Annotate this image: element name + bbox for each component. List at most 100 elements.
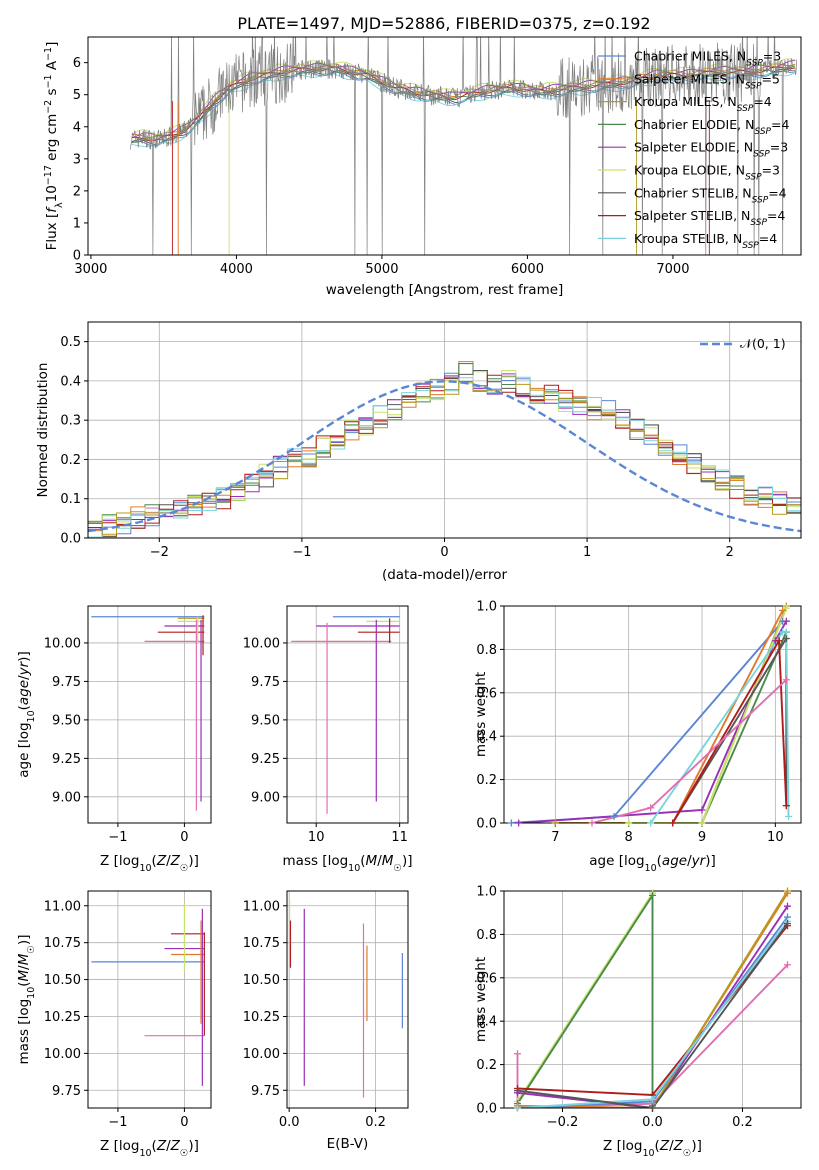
mass-weight-marker [782, 802, 790, 810]
spectrum-xtick-label: 4000 [220, 262, 253, 277]
spectrum-ytick-label: 0 [73, 249, 81, 264]
residuals-xtick-label: −2 [150, 545, 169, 560]
residuals-axes: −2 −1 0 1 2 0.0 0.1 0.2 0.3 0.4 0.5 𝒩(0, 1) (data-mo… [35, 321, 802, 583]
residuals-ytick-label: 0.1 [60, 492, 81, 507]
mass-vs-EBV-plot-area [288, 898, 403, 1098]
age-vs-mass-ytick-label: 10.00 [243, 636, 280, 651]
mass-ebv-xlabel: E(B-V) [327, 1136, 369, 1152]
mass-weight-vs-age-ytick-label: 0.6 [476, 686, 497, 701]
legend-entry: Chabrier STELIB, NSSP=4 [634, 185, 787, 205]
spectrum-xtick-label: 7000 [656, 262, 689, 277]
residuals-xtick-label: 2 [726, 545, 734, 560]
mass-vs-EBV-xtick-label: 0.0 [279, 1115, 300, 1130]
spectrum-title: PLATE=1497, MJD=52886, FIBERID=0375, z=0… [237, 14, 650, 33]
mass-vs-EBV-ytick-label: 10.50 [243, 973, 280, 988]
age-vs-Z-plot-area [91, 615, 205, 811]
legend-entry: Chabrier MILES, NSSP=3 [634, 49, 781, 69]
mass-weight-vs-Z-ytick-label: 0.4 [476, 1015, 497, 1030]
age-vs-Z-ytick-label: 9.50 [52, 713, 81, 728]
mass-weight-marker [784, 902, 791, 910]
mass-vs-Z-frame [87, 890, 212, 1109]
mass-weight-vs-age-ytick-label: 0.4 [476, 730, 497, 745]
mass-vs-EBV-ytick-label: 11.00 [243, 899, 280, 914]
mass-vs-Z-ytick-label: 10.25 [44, 1010, 81, 1025]
mw-z-xlabel: Z [log10(Z/Z☉)] [603, 1138, 702, 1159]
mass-weight-line [517, 891, 789, 1108]
mass-weight-marker [782, 628, 790, 636]
age-vs-Z-xtick-label: 0 [180, 830, 188, 845]
mass-weight-vs-age-xtick-label: 9 [698, 830, 706, 845]
age-vs-mass-axes: 10 11 9.00 9.25 9.50 9.75 10.00 mass [log10(M/M… [243, 605, 413, 874]
mass-vs-EBV-ytick-label: 10.25 [243, 1010, 280, 1025]
residuals-plot-area [88, 361, 801, 538]
mass-weight-marker [784, 887, 791, 895]
mass-weight-marker [782, 635, 790, 643]
residuals-xtick-label: 0 [440, 545, 448, 560]
mass-weight-marker [649, 1095, 656, 1103]
mass-vs-EBV-ytick-label: 10.00 [243, 1047, 280, 1062]
age-vs-Z-ytick-label: 9.00 [52, 790, 81, 805]
mass-weight-vs-age-ytick-label: 0.0 [476, 817, 497, 832]
mw-age-ylabel: mass weight [473, 672, 489, 757]
spectrum-ytick-label: 3 [73, 152, 81, 167]
mass-weight-vs-Z-xtick-label: 0.2 [732, 1115, 753, 1130]
legend-entry: Chabrier ELODIE, NSSP=4 [634, 117, 789, 137]
age-vs-mass-ytick-label: 9.75 [251, 675, 280, 690]
age-vs-Z-xtick-label: −1 [108, 830, 127, 845]
mass-weight-vs-age-xtick-label: 10 [767, 830, 784, 845]
mass-weight-line [517, 905, 789, 1108]
mass-weight-marker [647, 804, 655, 812]
residuals-ytick-label: 0.5 [60, 335, 81, 350]
mass-weight-marker [698, 806, 706, 814]
age-vs-mass-xtick-label: 11 [391, 830, 408, 845]
age-z-xlabel: Z [log10(Z/Z☉)] [100, 853, 199, 874]
spectrum-axes: 3000 4000 5000 6000 7000 0 1 2 3 4 5 6 wavelength [A… [43, 36, 802, 298]
mass-vs-Z-xtick-label: −1 [108, 1115, 127, 1130]
mass-weight-marker [775, 637, 783, 645]
mass-vs-Z-ytick-label: 10.50 [44, 973, 81, 988]
mass-vs-EBV-ytick-label: 10.75 [243, 936, 280, 951]
spectrum-xtick-label: 5000 [365, 262, 398, 277]
age-vs-Z-ytick-label: 9.25 [52, 752, 81, 767]
age-vs-mass-ytick-label: 9.00 [251, 790, 280, 805]
mass-weight-vs-Z-xtick-label: 0.0 [642, 1115, 663, 1130]
mass-weight-line [555, 609, 784, 823]
age-mass-xlabel: mass [log10(M/M☉)] [283, 853, 413, 874]
mw-z-ylabel: mass weight [473, 957, 489, 1042]
age-vs-mass-ytick-label: 9.25 [251, 752, 280, 767]
mass-weight-vs-Z-ytick-label: 1.0 [476, 885, 497, 900]
mass-vs-Z-ytick-label: 10.00 [44, 1047, 81, 1062]
mass-weight-marker [588, 819, 596, 827]
age-vs-mass-xtick-label: 10 [308, 830, 325, 845]
legend-entry: Kroupa STELIB, NSSP=4 [634, 231, 777, 251]
mass-vs-Z-ytick-label: 11.00 [44, 899, 81, 914]
mass-z-xlabel: Z [log10(Z/Z☉)] [100, 1138, 199, 1159]
residual-histogram-step [88, 375, 801, 535]
mass-vs-EBV-ytick-label: 9.75 [251, 1084, 280, 1099]
mass-weight-vs-age-axes: 7 8 9 10 0.0 0.2 0.4 0.6 0.8 1.0 age [log10(age/yr… [473, 600, 802, 874]
mass-weight-marker [625, 819, 633, 827]
age-vs-mass-plot-area [291, 616, 400, 814]
mass-vs-EBV-axes: 0.0 0.2 9.75 10.00 10.25 10.50 10.75 11.00 E(B-V… [243, 890, 409, 1152]
age-z-ylabel: age [log10(age/yr)] [16, 651, 37, 777]
mass-weight-line [628, 631, 788, 823]
mass-weight-vs-Z-ytick-label: 0.2 [476, 1058, 497, 1073]
spectrum-ytick-label: 5 [73, 88, 81, 103]
mass-weight-marker [514, 1104, 521, 1112]
mass-weight-marker [784, 961, 791, 969]
mass-vs-Z-plot-area [91, 902, 205, 1086]
residuals-ytick-label: 0.0 [60, 532, 81, 547]
mass-weight-vs-age-xtick-label: 7 [551, 830, 559, 845]
legend-entry-gaussian: 𝒩(0, 1) [740, 336, 786, 351]
mass-weight-marker [782, 676, 790, 684]
spectrum-ytick-label: 2 [73, 184, 81, 199]
mass-weight-line [517, 922, 789, 1108]
spectrum-ytick-label: 1 [73, 216, 81, 231]
mass-weight-vs-age-plot-area [511, 606, 790, 823]
mass-vs-EBV-frame [286, 890, 409, 1109]
mass-weight-marker [782, 604, 790, 612]
mass-weight-vs-age-ytick-label: 0.8 [476, 643, 497, 658]
